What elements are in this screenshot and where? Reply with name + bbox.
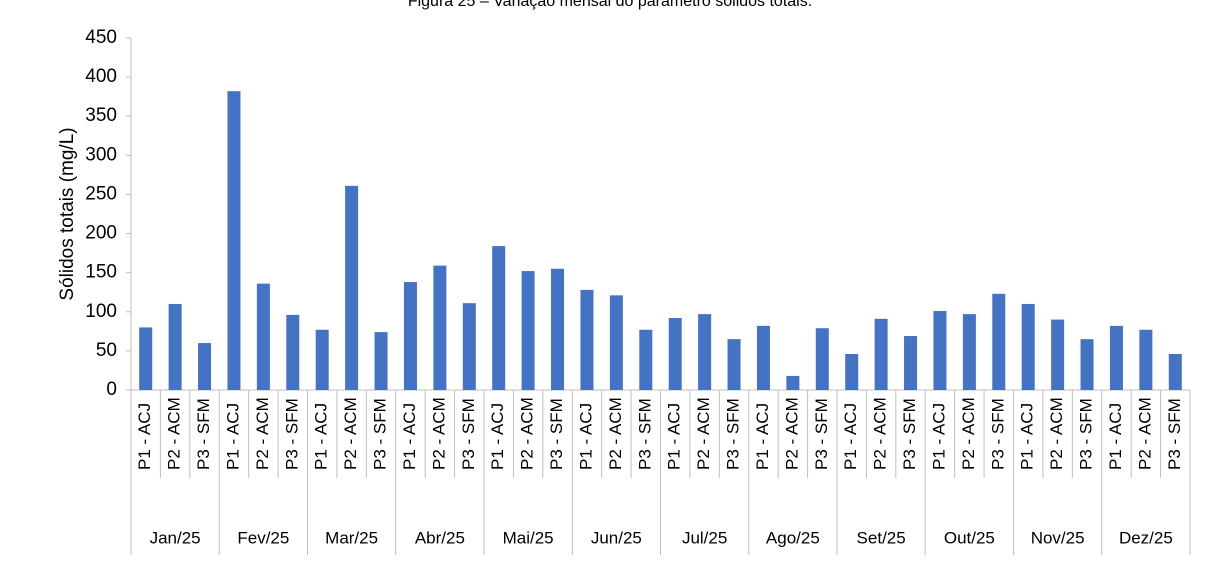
x-tick-label: P2 - ACM	[959, 397, 978, 470]
bar	[551, 268, 565, 390]
x-tick-label: P1 - ACJ	[1018, 403, 1037, 470]
bar	[786, 375, 800, 390]
chart-title: Figura 25 – Variação mensal do parâmetro…	[408, 0, 812, 10]
y-tick-label: 300	[85, 144, 117, 165]
bar	[1051, 319, 1065, 390]
x-tick-label: P3 - SFM	[812, 398, 831, 470]
group-label: Fev/25	[237, 528, 289, 547]
x-tick-label: P1 - ACJ	[753, 403, 772, 470]
group-label: Jun/25	[591, 528, 642, 547]
bar	[845, 354, 859, 390]
x-tick-label: P2 - ACM	[253, 397, 272, 470]
x-tick-label: P3 - SFM	[459, 398, 478, 470]
y-tick-label: 400	[85, 66, 117, 87]
x-tick-label: P2 - ACM	[429, 397, 448, 470]
x-tick-label: P2 - ACM	[694, 397, 713, 470]
bar	[639, 329, 653, 390]
bar	[374, 332, 388, 390]
y-tick-label: 450	[85, 27, 117, 48]
x-tick-label: P2 - ACM	[782, 397, 801, 470]
group-label: Ago/25	[766, 528, 820, 547]
bar	[227, 91, 241, 391]
bar	[492, 246, 506, 390]
bar	[815, 328, 829, 390]
x-tick-label: P2 - ACM	[165, 397, 184, 470]
y-tick-label: 150	[85, 262, 117, 283]
x-tick-label: P3 - SFM	[635, 398, 654, 470]
y-tick-label: 0	[106, 379, 117, 400]
group-label: Jul/25	[682, 528, 727, 547]
bar	[198, 343, 212, 390]
x-tick-label: P3 - SFM	[900, 398, 919, 470]
x-tick-label: P1 - ACJ	[841, 403, 860, 470]
group-label: Set/25	[857, 528, 906, 547]
x-tick-label: P3 - SFM	[194, 398, 213, 470]
x-tick-label: P3 - SFM	[547, 398, 566, 470]
bar	[933, 310, 947, 390]
x-tick-label: P3 - SFM	[371, 398, 390, 470]
bar	[609, 295, 623, 390]
y-tick-label: 50	[96, 340, 117, 361]
x-tick-label: P2 - ACM	[606, 397, 625, 470]
bar	[1168, 354, 1182, 390]
x-tick-label: P2 - ACM	[1135, 397, 1154, 470]
bar	[1109, 325, 1123, 390]
bar	[168, 303, 182, 390]
bar	[580, 289, 594, 390]
x-tick-label: P2 - ACM	[518, 397, 537, 470]
bar	[1080, 339, 1094, 390]
x-tick-label: P3 - SFM	[1077, 398, 1096, 470]
bar	[1021, 303, 1035, 390]
x-tick-label: P1 - ACJ	[135, 403, 154, 470]
x-tick-label: P1 - ACJ	[929, 403, 948, 470]
x-tick-label: P3 - SFM	[724, 398, 743, 470]
bar	[286, 314, 300, 390]
bar	[727, 339, 741, 390]
bar	[403, 282, 417, 390]
bar	[315, 329, 329, 390]
y-axis-label: Sólidos totais (mg/L)	[57, 127, 78, 300]
x-tick-label: P3 - SFM	[282, 398, 301, 470]
x-tick-label: P2 - ACM	[341, 397, 360, 470]
x-tick-label: P3 - SFM	[988, 398, 1007, 470]
x-tick-label: P2 - ACM	[1047, 397, 1066, 470]
bar	[521, 271, 535, 390]
bar	[904, 336, 918, 390]
bar	[874, 318, 888, 390]
bar	[698, 314, 712, 390]
x-tick-label: P1 - ACJ	[488, 403, 507, 470]
group-label: Dez/25	[1119, 528, 1173, 547]
y-tick-label: 200	[85, 223, 117, 244]
group-label: Jan/25	[150, 528, 201, 547]
bar	[139, 327, 153, 390]
x-tick-label: P1 - ACJ	[576, 403, 595, 470]
bar	[1139, 329, 1153, 390]
y-tick-label: 350	[85, 105, 117, 126]
bar	[756, 325, 770, 390]
group-label: Mar/25	[325, 528, 378, 547]
x-tick-label: P2 - ACM	[871, 397, 890, 470]
bar	[962, 314, 976, 390]
group-label: Mai/25	[503, 528, 554, 547]
x-tick-label: P3 - SFM	[1165, 398, 1184, 470]
bar	[992, 293, 1006, 390]
x-tick-label: P1 - ACJ	[400, 403, 419, 470]
bar	[433, 265, 447, 390]
bar	[462, 303, 476, 390]
group-label: Abr/25	[415, 528, 465, 547]
y-tick-label: 250	[85, 183, 117, 204]
x-tick-label: P1 - ACJ	[223, 403, 242, 470]
bar	[256, 283, 270, 390]
x-tick-label: P1 - ACJ	[312, 403, 331, 470]
x-tick-label: P1 - ACJ	[665, 403, 684, 470]
x-tick-label: P1 - ACJ	[1106, 403, 1125, 470]
y-tick-label: 100	[85, 301, 117, 322]
bar	[345, 185, 359, 390]
group-label: Out/25	[944, 528, 995, 547]
group-label: Nov/25	[1031, 528, 1085, 547]
bar	[668, 318, 682, 390]
